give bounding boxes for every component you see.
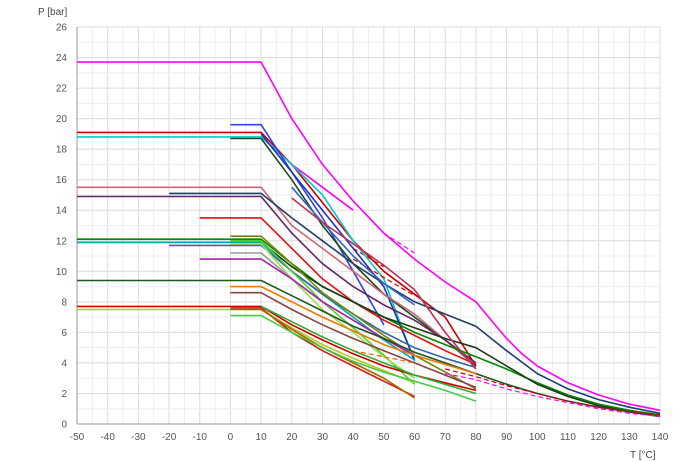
series-line-11 [169,192,661,415]
grid [76,26,661,425]
x-tick-label: 70 [440,432,452,443]
y-tick-label: 8 [61,297,67,308]
series-line-1 [77,61,661,412]
x-tick-label: 130 [621,432,638,443]
x-tick-label: -40 [100,432,115,443]
y-tick-label: 6 [61,328,67,339]
series [77,61,661,418]
y-tick-label: 12 [56,236,68,247]
series-line-33 [260,305,477,395]
y-tick-label: 26 [56,23,68,34]
y-tick-label: 10 [56,267,68,278]
x-tick-label: 50 [378,432,390,443]
y-tick-label: 20 [56,114,68,125]
y-tick-label: 18 [56,145,68,156]
series-line-30 [230,307,415,398]
x-tick-label: 10 [256,432,268,443]
series-line-5 [352,247,385,268]
series-line-10 [77,186,477,366]
x-tick-label: -10 [193,432,208,443]
x-tick-label: 140 [652,432,669,443]
y-tick-label: 14 [56,206,68,217]
x-tick-label: -50 [70,432,85,443]
x-tick-label: 40 [348,432,360,443]
axes [76,27,660,425]
series-line-7 [230,123,385,326]
series-line-24 [230,285,477,375]
x-tick-label: 80 [470,432,482,443]
series-line-26 [445,368,661,416]
x-tick-label: -20 [162,432,177,443]
x-tick-label: 110 [560,432,576,443]
x-tick-label: 120 [590,432,607,443]
y-tick-label: 2 [61,389,67,400]
series-line-25 [230,291,477,389]
series-line-20 [230,243,415,379]
y-tick-label: 0 [61,420,67,431]
y-tick-label: 4 [61,358,67,369]
series-line-37 [291,197,477,370]
series-line-6 [77,136,416,362]
series-line-28 [77,305,477,392]
y-tick-label: 16 [56,175,68,186]
x-axis-title: T [°C] [630,450,656,461]
series-line-36 [291,186,415,306]
y-tick-label: 22 [56,84,68,95]
series-line-2 [383,232,415,254]
x-tick-label: 100 [529,432,546,443]
series-line-14 [77,238,661,416]
x-tick-label: 30 [317,432,329,443]
x-tick-label: 90 [501,432,513,443]
x-tick-label: 0 [228,432,234,443]
tick-labels: -50 -40 -30 -20 -10 0 10 20 30 40 50 60 70 80 90 100 110… [56,23,669,444]
y-axis-title: P [bar] [38,7,67,18]
series-line-32 [230,314,477,402]
series-line-12 [77,195,477,364]
x-tick-label: 20 [286,432,298,443]
x-tick-label: 60 [409,432,421,443]
x-tick-label: -30 [131,432,146,443]
series-line-18 [230,235,477,390]
series-line-35 [353,350,415,364]
series-line-27 [445,373,661,417]
y-tick-label: 24 [56,53,68,64]
